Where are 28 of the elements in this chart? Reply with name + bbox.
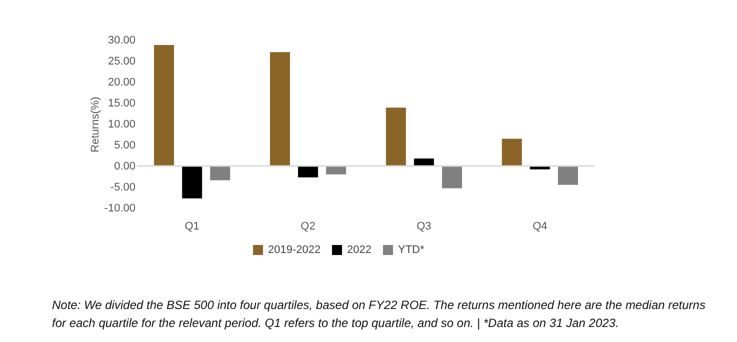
y-tick-label: 5.00 xyxy=(114,140,136,152)
legend-label: YTD* xyxy=(398,244,425,256)
y-tick-label: -10.00 xyxy=(104,202,136,214)
bar xyxy=(442,166,462,188)
x-tick-label: Q3 xyxy=(416,220,432,232)
x-tick-label: Q1 xyxy=(184,220,200,232)
bar xyxy=(154,45,174,166)
bar xyxy=(414,158,434,166)
bar xyxy=(502,138,522,166)
y-tick-label: 25.00 xyxy=(108,56,136,68)
y-tick-label: 15.00 xyxy=(108,98,136,110)
y-tick-label: 0.00 xyxy=(114,160,136,172)
bar xyxy=(298,166,318,178)
y-tick-label: 30.00 xyxy=(108,34,136,46)
y-axis-title: Returns(%) xyxy=(89,96,102,152)
bar xyxy=(386,108,406,166)
legend-label: 2022 xyxy=(347,244,372,256)
x-tick-label: Q4 xyxy=(532,220,548,232)
x-tick-label: Q2 xyxy=(300,220,316,232)
bar xyxy=(270,52,290,166)
y-tick-label: -5.00 xyxy=(110,182,136,194)
bar xyxy=(558,166,578,185)
y-tick-label: 20.00 xyxy=(108,76,136,88)
bar xyxy=(210,166,230,180)
y-tick-label: 10.00 xyxy=(108,118,136,130)
bar xyxy=(182,166,202,198)
legend-label: 2019-2022 xyxy=(268,244,321,256)
text: Note: We divided the BSE 500 into four quartiles, based on FY22 ROE. The returns mentioned here are the median returns for each quartile for the relevant period. Q1 refers to the top quartile, and so on. | *Data as on 31 Jan 2023. xyxy=(52,298,706,330)
